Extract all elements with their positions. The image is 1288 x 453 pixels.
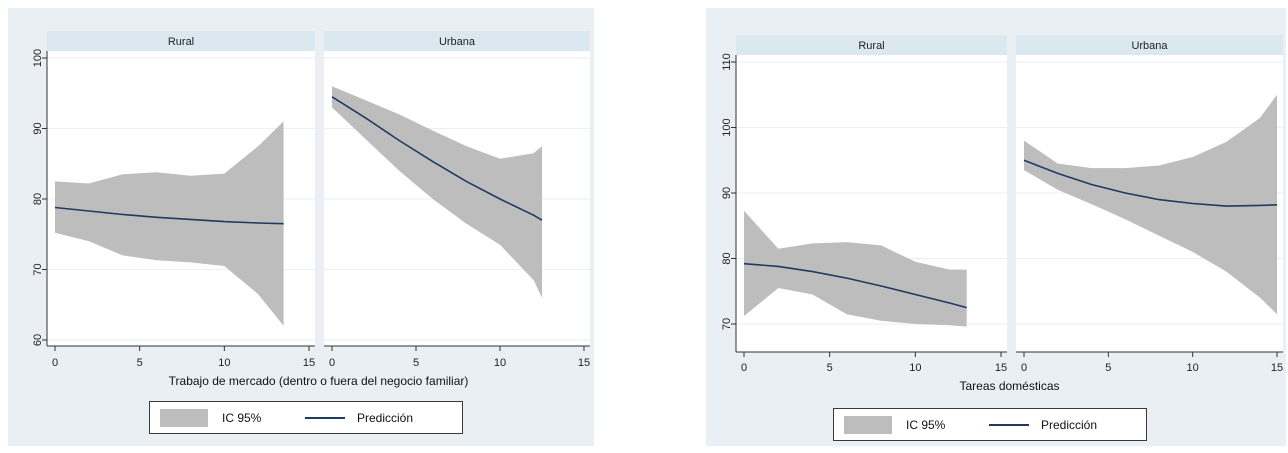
x-tick-label: 15 xyxy=(995,362,1007,374)
x-tick-label: 5 xyxy=(1105,362,1111,374)
x-tick-label: 10 xyxy=(218,357,230,369)
panel-strip xyxy=(47,31,315,51)
prediction-line xyxy=(1023,159,1278,207)
legend-swatch-ci xyxy=(844,415,892,434)
panel-strip xyxy=(736,35,1007,55)
x-tick-label: 5 xyxy=(827,362,833,374)
ci-band xyxy=(1024,94,1277,315)
legend-left: IC 95% Predicción xyxy=(149,401,463,434)
legend-swatch-ci xyxy=(160,408,208,427)
prediction-line xyxy=(743,262,967,309)
y-tick-label: 90 xyxy=(32,122,44,134)
x-tick-label: 10 xyxy=(909,362,921,374)
legend-label-prediction: Predicción xyxy=(357,410,414,425)
x-tick-label: 0 xyxy=(329,357,335,369)
prediction-line xyxy=(331,96,543,221)
y-tick-label: 110 xyxy=(721,53,733,71)
y-tick-label: 70 xyxy=(721,318,733,330)
x-tick-label: 15 xyxy=(1271,362,1283,374)
x-tick-label: 10 xyxy=(1187,362,1199,374)
legend-item-prediction: Predicción xyxy=(989,409,1097,440)
legend-swatch-prediction xyxy=(305,416,345,419)
y-tick-label: 60 xyxy=(32,334,44,346)
prediction-line xyxy=(54,206,284,225)
x-tick-label: 5 xyxy=(137,357,143,369)
y-tick-label: 90 xyxy=(721,187,733,199)
x-tick-label: 0 xyxy=(52,357,58,369)
legend-item-prediction: Predicción xyxy=(305,402,413,433)
chart-left: Rural 0 5 10 15 60 70 80 90 100 Urbana 0 5 10 15 Trabaj… xyxy=(32,31,590,388)
ci-band xyxy=(55,121,284,326)
panel-strip xyxy=(1016,35,1283,55)
legend-label-ci: IC 95% xyxy=(222,410,262,425)
legend-item-ci: IC 95% xyxy=(160,402,261,433)
chart-right: Rural 0 5 10 15 70 80 90 100 110 Urbana 0 5 10 15 Tarea… xyxy=(721,35,1283,393)
legend-swatch-prediction xyxy=(989,423,1029,426)
legend-right: IC 95% Predicción xyxy=(833,408,1147,441)
legend-label-ci: IC 95% xyxy=(906,417,946,432)
x-tick-label: 0 xyxy=(1021,362,1027,374)
y-tick-label: 80 xyxy=(32,193,44,205)
x-tick-label: 15 xyxy=(303,357,315,369)
figure-right: Rural 0 5 10 15 70 80 90 100 110 Urbana 0 5 10 15 Tarea… xyxy=(694,0,1288,453)
x-tick-label: 5 xyxy=(413,357,419,369)
y-tick-label: 100 xyxy=(32,49,44,67)
panel-title: Urbana xyxy=(1131,40,1168,52)
x-tick-label: 0 xyxy=(741,362,747,374)
legend-label-prediction: Predicción xyxy=(1041,417,1098,432)
y-tick-label: 70 xyxy=(32,263,44,275)
ci-band xyxy=(744,210,967,327)
figure-left: Rural 0 5 10 15 60 70 80 90 100 Urbana 0 5 10 15 Trabaj… xyxy=(0,0,594,453)
panel-title: Urbana xyxy=(439,36,476,48)
panel-strip xyxy=(324,31,590,51)
legend-item-ci: IC 95% xyxy=(844,409,945,440)
panel-title: Rural xyxy=(858,40,884,52)
y-tick-label: 80 xyxy=(721,252,733,264)
ci-band xyxy=(332,86,542,298)
y-tick-label: 100 xyxy=(721,118,733,136)
x-axis-title: Tareas domésticas xyxy=(959,379,1059,393)
x-tick-label: 10 xyxy=(494,357,506,369)
x-tick-label: 15 xyxy=(578,357,590,369)
panel-title: Rural xyxy=(168,36,194,48)
x-axis-title: Trabajo de mercado (dentro o fuera del n… xyxy=(169,374,469,388)
